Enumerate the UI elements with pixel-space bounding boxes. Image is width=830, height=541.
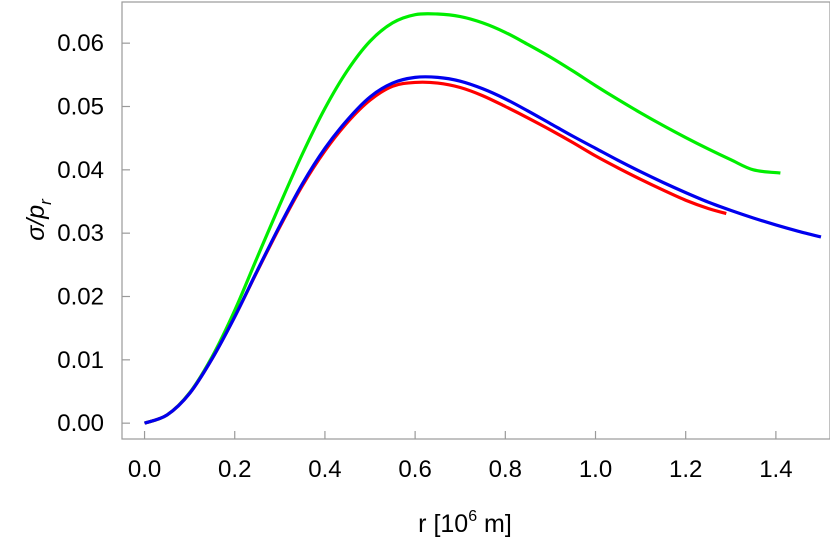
x-tick-label: 1.2: [669, 456, 702, 483]
x-tick-label: 0.2: [218, 456, 251, 483]
y-tick-label: 0.05: [57, 94, 104, 121]
x-tick-label: 1.0: [579, 456, 612, 483]
y-axis-label-subscript: r: [36, 198, 55, 205]
x-tick-label: 0.6: [398, 456, 431, 483]
x-tick-label: 0.8: [489, 456, 522, 483]
y-tick-label: 0.01: [57, 347, 104, 374]
y-tick-label: 0.00: [57, 410, 104, 437]
green-series-line: [143, 12, 781, 425]
y-axis-label: σ/pr: [22, 198, 55, 241]
x-axis-label-main: r [10: [418, 510, 468, 538]
red-series-line: [143, 80, 727, 425]
blue-series-line: [143, 75, 822, 425]
x-axis-label-tail: m]: [477, 510, 512, 538]
x-axis-label: r [106 m]: [418, 508, 512, 538]
plot-series: [143, 12, 822, 425]
x-tick-label: 0.4: [308, 456, 341, 483]
y-axis: 0.00 0.01 0.02 0.03 0.04 0.05 0.06: [57, 30, 130, 437]
y-tick-label: 0.06: [57, 30, 104, 57]
y-tick-label: 0.02: [57, 284, 104, 311]
x-tick-label: 1.4: [759, 456, 792, 483]
x-axis: 0.0 0.2 0.4 0.6 0.8 1.0 1.2 1.4: [128, 431, 793, 483]
x-tick-label: 0.0: [128, 456, 161, 483]
y-tick-label: 0.04: [57, 157, 104, 184]
plot-frame: [121, 1, 830, 440]
x-axis-label-superscript: 6: [468, 508, 477, 525]
y-axis-label-main: σ/p: [22, 205, 50, 241]
y-tick-label: 0.03: [57, 220, 104, 247]
